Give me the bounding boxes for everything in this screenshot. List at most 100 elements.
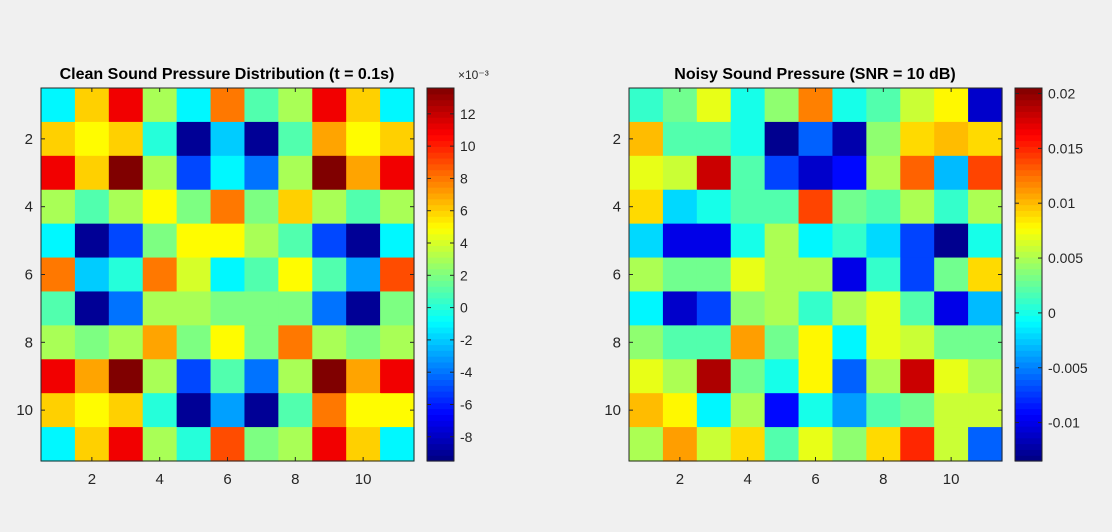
colorbar-segment [427, 449, 454, 456]
heatmap-cell [934, 155, 969, 191]
colorbar-segment [1015, 356, 1042, 363]
colorbar-segment [427, 204, 454, 211]
heatmap-cell [210, 427, 246, 462]
colorbar-segment [1015, 286, 1042, 293]
colorbar-segment [1015, 443, 1042, 450]
heatmap-cell [278, 88, 313, 123]
heatmap-cell [380, 257, 415, 293]
heatmap-cell [278, 325, 313, 360]
heatmap-cell [764, 155, 800, 191]
heatmap-cell [696, 257, 732, 293]
y-tick-label: 4 [613, 199, 621, 216]
heatmap-cell [730, 88, 766, 123]
colorbar-segment [427, 356, 454, 363]
colorbar-frame [1014, 87, 1043, 462]
colorbar-segment [427, 146, 454, 153]
y-tick-label: 6 [613, 267, 621, 284]
colorbar-segment [427, 396, 454, 404]
heatmap-cell [244, 223, 279, 259]
x-tick-label: 10 [943, 471, 960, 488]
heatmap-cell [629, 155, 664, 191]
colorbar-segment [427, 379, 454, 386]
colorbar-tick-label: -0.005 [1048, 360, 1088, 376]
colorbar-segment [427, 268, 454, 276]
colorbar-segment [427, 152, 454, 159]
colorbar-segment [427, 257, 454, 264]
heatmap-cell [108, 257, 144, 293]
heatmap-cell [312, 291, 347, 326]
heatmap-cell [968, 189, 1003, 225]
heatmap-cell [346, 393, 381, 428]
heatmap-cell [108, 155, 144, 191]
heatmap-cell [41, 393, 76, 428]
heatmap-cell [798, 189, 834, 225]
heatmap-cell [662, 427, 698, 462]
heatmap-cell [832, 155, 867, 191]
colorbar-segment [427, 187, 454, 194]
heatmap-cell [866, 88, 901, 123]
heatmap-cell [696, 325, 732, 360]
colorbar-segment [1015, 344, 1042, 351]
heatmap-cell [900, 359, 935, 394]
x-tick-label: 10 [355, 471, 372, 488]
heatmap-cell [900, 155, 935, 191]
x-tick-label: 6 [811, 471, 819, 488]
colorbar-segment [1015, 192, 1042, 200]
colorbar-tick-label: 2 [460, 267, 468, 283]
heatmap-cell [730, 155, 766, 191]
heatmap-cell [210, 121, 246, 157]
heatmap-cell [968, 88, 1003, 123]
heatmap-cell [764, 291, 800, 326]
heatmap-cell [866, 393, 901, 428]
heatmap-cell [74, 88, 110, 123]
heatmap-cell [380, 189, 415, 225]
heatmap-cell [176, 393, 212, 428]
heatmap-cell [278, 393, 313, 428]
heatmap-cell [832, 121, 867, 157]
heatmap-cell [968, 325, 1003, 360]
heatmap-cell [142, 223, 178, 259]
heatmap-cell [176, 223, 212, 259]
heatmap-cell [176, 257, 212, 293]
colorbar-tick-label: 0.02 [1048, 85, 1075, 101]
colorbar-segment [1015, 117, 1042, 124]
colorbar-segment [1015, 181, 1042, 188]
heatmap-cell [380, 393, 415, 428]
heatmap-cell [278, 223, 313, 259]
heatmap-cell [798, 88, 834, 123]
x-tick-label: 2 [88, 471, 96, 488]
colorbar-segment [427, 408, 454, 415]
heatmap-cell [866, 257, 901, 293]
colorbar-tick-label: 0.005 [1048, 250, 1083, 266]
colorbar-segment [427, 326, 454, 334]
heatmap-cell [41, 88, 76, 123]
colorbar-exponent-clean: ×10⁻³ [458, 68, 489, 82]
colorbar-segment [1015, 105, 1042, 112]
colorbar-segment [427, 414, 454, 421]
heatmap-cell [176, 88, 212, 123]
heatmap-cell [629, 88, 664, 123]
heatmap-cell [74, 155, 110, 191]
heatmap-cell [866, 359, 901, 394]
colorbar-segment [427, 373, 454, 381]
heatmap-cell [380, 223, 415, 259]
heatmap-cell [764, 393, 800, 428]
x-tick-label: 4 [156, 471, 164, 488]
colorbar-segment [427, 157, 454, 165]
colorbar-segment [427, 350, 454, 357]
colorbar-segment [427, 437, 454, 445]
colorbar-segment [427, 181, 454, 188]
colorbar-segment [427, 198, 454, 206]
colorbar-segment [427, 309, 454, 316]
y-tick-label: 8 [613, 334, 621, 351]
colorbar-tick-label: 12 [460, 106, 476, 122]
heatmap-cell [866, 189, 901, 225]
heatmap-cell [244, 257, 279, 293]
colorbar-segment [1015, 239, 1042, 246]
heatmap-cell [730, 291, 766, 326]
colorbar-segment [427, 262, 454, 270]
colorbar-segment [427, 88, 454, 95]
heatmap-cell [662, 325, 698, 360]
heatmap-cell [866, 155, 901, 191]
heatmap-cell [312, 359, 347, 394]
